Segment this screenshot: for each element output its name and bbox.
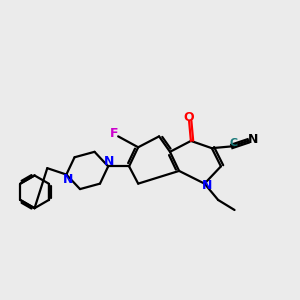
Text: N: N [248,133,258,146]
Text: F: F [110,127,118,140]
Text: O: O [184,111,194,124]
Text: N: N [104,155,114,168]
Text: N: N [202,179,212,192]
Text: C: C [230,138,238,148]
Text: N: N [63,172,74,186]
